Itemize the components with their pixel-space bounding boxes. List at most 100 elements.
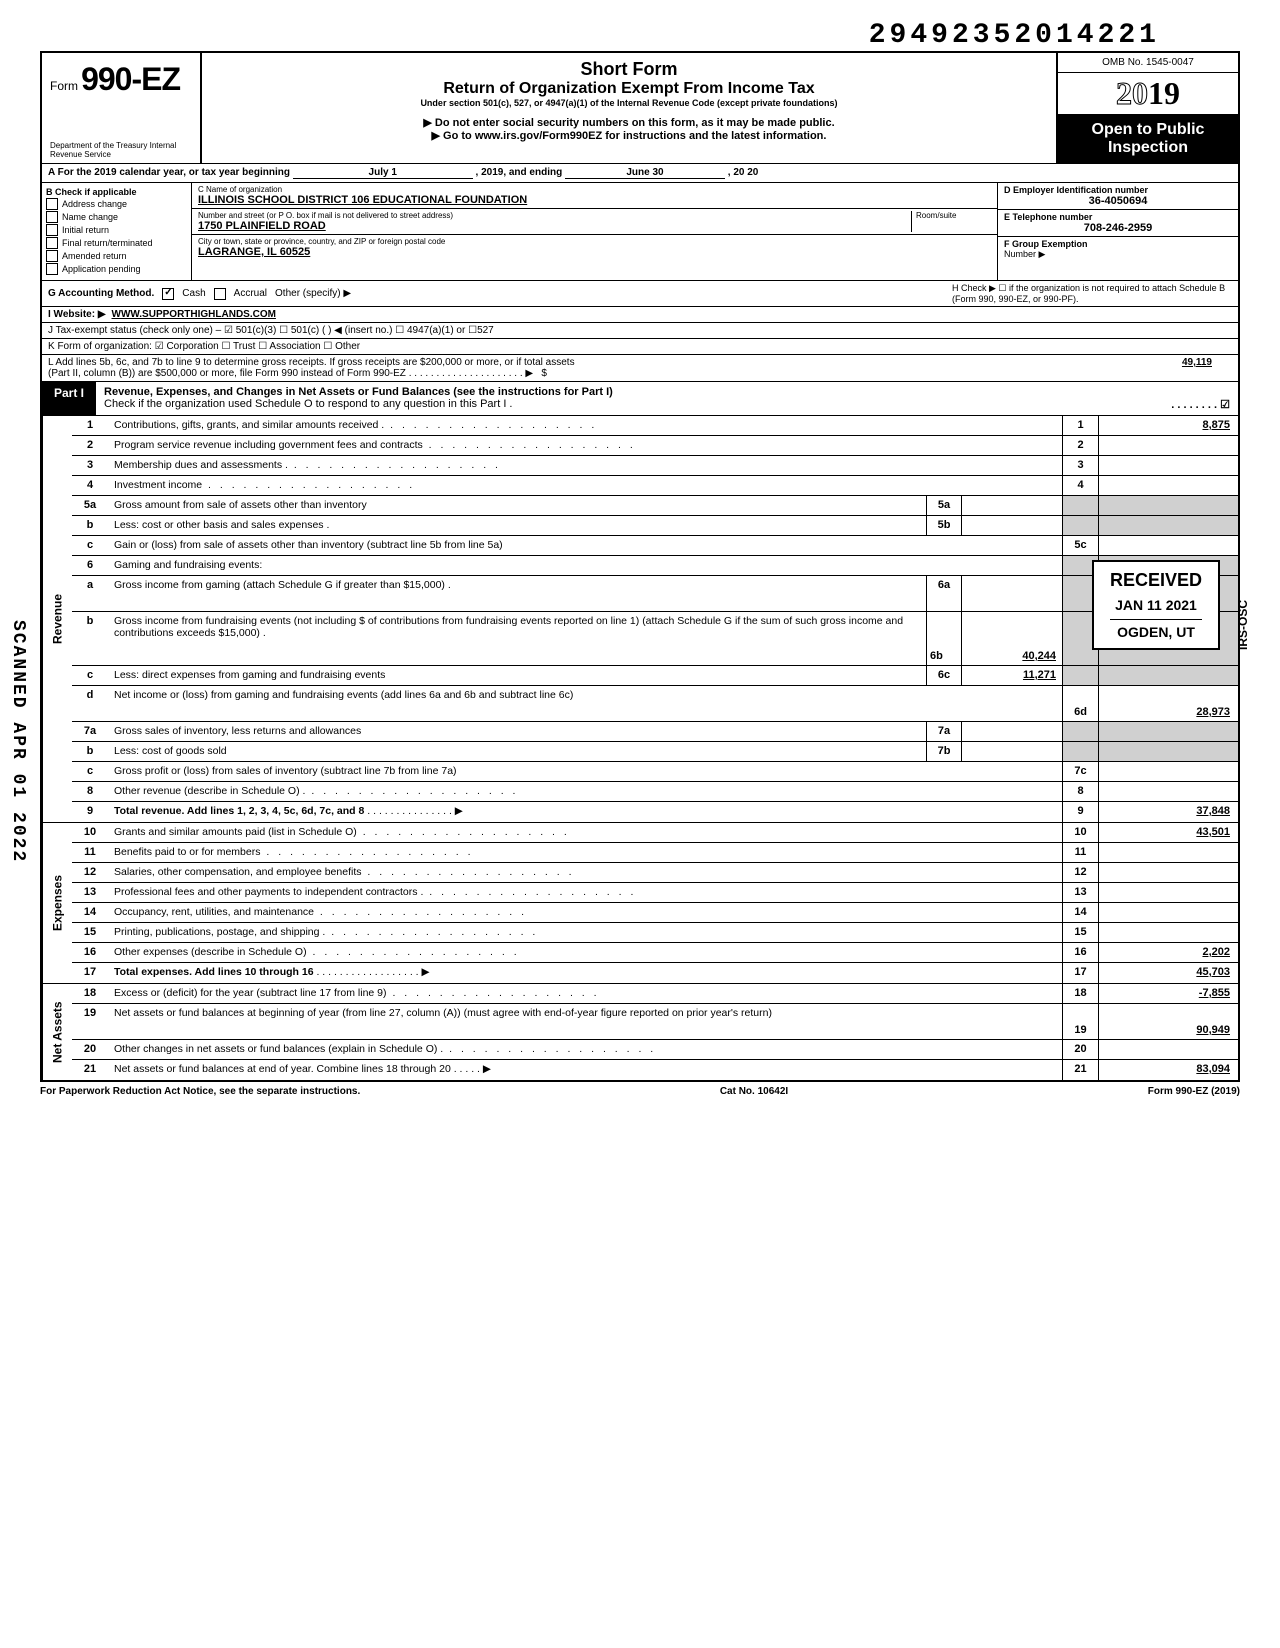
block-bcdef: B Check if applicable Address change Nam… <box>40 182 1240 280</box>
stamp-received-text: RECEIVED <box>1110 570 1202 591</box>
title-under: Under section 501(c), 527, or 4947(a)(1)… <box>208 98 1050 108</box>
addr-label: Number and street (or P O. box if mail i… <box>198 211 911 220</box>
line-3: 3Membership dues and assessments .3 <box>72 456 1238 476</box>
chk-final-return[interactable] <box>46 237 58 249</box>
group-label2: Number ▶ <box>1004 249 1232 260</box>
line-5b: bLess: cost or other basis and sales exp… <box>72 516 1238 536</box>
dept-treasury: Department of the Treasury Internal Reve… <box>50 141 200 159</box>
line-1: 1Contributions, gifts, grants, and simil… <box>72 416 1238 436</box>
chk-cash[interactable] <box>162 288 174 300</box>
stamp-location: OGDEN, UT <box>1110 619 1202 640</box>
group-label: F Group Exemption <box>1004 239 1232 249</box>
city: LAGRANGE, IL 60525 <box>198 246 991 258</box>
line-18: 18Excess or (deficit) for the year (subt… <box>72 984 1238 1004</box>
city-label: City or town, state or province, country… <box>198 237 991 246</box>
ein-label: D Employer Identification number <box>1004 185 1232 195</box>
chk-initial-return[interactable] <box>46 224 58 236</box>
form-header: Form 990-EZ Department of the Treasury I… <box>40 51 1240 163</box>
tel-label: E Telephone number <box>1004 212 1232 222</box>
line-10: 10Grants and similar amounts paid (list … <box>72 823 1238 843</box>
doc-id: 29492352014221 <box>40 20 1160 51</box>
line-7b: bLess: cost of goods sold7b <box>72 742 1238 762</box>
row-h: H Check ▶ ☐ if the organization is not r… <box>952 283 1232 304</box>
addr: 1750 PLAINFIELD ROAD <box>198 220 911 232</box>
title-main: Return of Organization Exempt From Incom… <box>208 80 1050 98</box>
line-15: 15Printing, publications, postage, and s… <box>72 923 1238 943</box>
inspection-notice: Open to Public Inspection <box>1058 115 1238 163</box>
chk-address-change[interactable] <box>46 198 58 210</box>
omb-number: OMB No. 1545-0047 <box>1058 53 1238 73</box>
line-6: 6Gaming and fundraising events: <box>72 556 1238 576</box>
footer-left: For Paperwork Reduction Act Notice, see … <box>40 1086 360 1097</box>
part1-header: Part I Revenue, Expenses, and Changes in… <box>40 381 1240 416</box>
line-5c: cGain or (loss) from sale of assets othe… <box>72 536 1238 556</box>
row-i: I Website: ▶ WWW.SUPPORTHIGHLANDS.COM <box>40 306 1240 322</box>
part1-title: Revenue, Expenses, and Changes in Net As… <box>96 382 1238 415</box>
revenue-block: Revenue 1Contributions, gifts, grants, a… <box>42 416 1238 822</box>
line-20: 20Other changes in net assets or fund ba… <box>72 1040 1238 1060</box>
col-b-header: B Check if applicable <box>46 187 137 197</box>
note-website: ▶ Go to www.irs.gov/Form990EZ for instru… <box>208 129 1050 142</box>
col-b-checkboxes: B Check if applicable Address change Nam… <box>42 183 192 280</box>
line-2: 2Program service revenue including gover… <box>72 436 1238 456</box>
line-19: 19Net assets or fund balances at beginni… <box>72 1004 1238 1040</box>
line-21: 21Net assets or fund balances at end of … <box>72 1060 1238 1080</box>
org-name: ILLINOIS SCHOOL DISTRICT 106 EDUCATIONAL… <box>198 194 991 206</box>
footer: For Paperwork Reduction Act Notice, see … <box>40 1082 1240 1101</box>
tel: 708-246-2959 <box>1004 222 1232 234</box>
ein: 36-4050694 <box>1004 195 1232 207</box>
note-ssn: ▶ Do not enter social security numbers o… <box>208 116 1050 129</box>
side-netassets: Net Assets <box>42 984 72 1080</box>
row-gh: G Accounting Method. Cash Accrual Other … <box>40 280 1240 306</box>
chk-name-change[interactable] <box>46 211 58 223</box>
netassets-block: Net Assets 18Excess or (deficit) for the… <box>42 983 1238 1080</box>
line-6b: bGross income from fundraising events (n… <box>72 612 1238 666</box>
scanned-stamp: SCANNED APR 01 2022 <box>8 620 28 863</box>
row-l: L Add lines 5b, 6c, and 7b to line 9 to … <box>40 354 1240 381</box>
chk-accrual[interactable] <box>214 288 226 300</box>
gross-receipts: 49,119 <box>1182 357 1232 379</box>
chk-pending[interactable] <box>46 263 58 275</box>
line-9: 9Total revenue. Add lines 1, 2, 3, 4, 5c… <box>72 802 1238 822</box>
row-k: K Form of organization: ☑ Corporation ☐ … <box>40 338 1240 354</box>
tax-year: 2019 <box>1058 73 1238 115</box>
line-4: 4Investment income4 <box>72 476 1238 496</box>
part1-table: Revenue 1Contributions, gifts, grants, a… <box>40 416 1240 1082</box>
line-7a: 7aGross sales of inventory, less returns… <box>72 722 1238 742</box>
side-expenses: Expenses <box>42 823 72 983</box>
line-8: 8Other revenue (describe in Schedule O) … <box>72 782 1238 802</box>
row-j: J Tax-exempt status (check only one) – ☑… <box>40 322 1240 338</box>
side-revenue: Revenue <box>42 416 72 822</box>
received-stamp: RECEIVED JAN 11 2021 OGDEN, UT <box>1092 560 1220 650</box>
line-6c: cLess: direct expenses from gaming and f… <box>72 666 1238 686</box>
row-a-tax-year: A For the 2019 calendar year, or tax yea… <box>40 163 1240 182</box>
form-prefix: Form <box>50 79 78 93</box>
col-c-org-info: C Name of organization ILLINOIS SCHOOL D… <box>192 183 998 280</box>
expenses-block: Expenses 10Grants and similar amounts pa… <box>42 822 1238 983</box>
chk-amended[interactable] <box>46 250 58 262</box>
org-name-label: C Name of organization <box>198 185 991 194</box>
line-17: 17Total expenses. Add lines 10 through 1… <box>72 963 1238 983</box>
room-label: Room/suite <box>916 211 991 220</box>
irs-osc-label: IRS-OSC <box>1236 600 1250 650</box>
line-16: 16Other expenses (describe in Schedule O… <box>72 943 1238 963</box>
form-number-box: Form 990-EZ Department of the Treasury I… <box>42 53 202 163</box>
title-short: Short Form <box>208 59 1050 80</box>
stamp-date: JAN 11 2021 <box>1110 597 1202 613</box>
line-13: 13Professional fees and other payments t… <box>72 883 1238 903</box>
col-def: D Employer Identification number 36-4050… <box>998 183 1238 280</box>
part1-label: Part I <box>42 382 96 415</box>
footer-cat: Cat No. 10642I <box>720 1086 788 1097</box>
line-7c: cGross profit or (loss) from sales of in… <box>72 762 1238 782</box>
line-6d: dNet income or (loss) from gaming and fu… <box>72 686 1238 722</box>
title-box: Short Form Return of Organization Exempt… <box>202 53 1058 163</box>
line-5a: 5aGross amount from sale of assets other… <box>72 496 1238 516</box>
line-14: 14Occupancy, rent, utilities, and mainte… <box>72 903 1238 923</box>
website: WWW.SUPPORTHIGHLANDS.COM <box>112 309 276 320</box>
form-number: 990-EZ <box>81 61 180 97</box>
right-box: OMB No. 1545-0047 2019 Open to Public In… <box>1058 53 1238 163</box>
line-11: 11Benefits paid to or for members11 <box>72 843 1238 863</box>
line-12: 12Salaries, other compensation, and empl… <box>72 863 1238 883</box>
line-6a: aGross income from gaming (attach Schedu… <box>72 576 1238 612</box>
footer-form: Form 990-EZ (2019) <box>1148 1086 1240 1097</box>
